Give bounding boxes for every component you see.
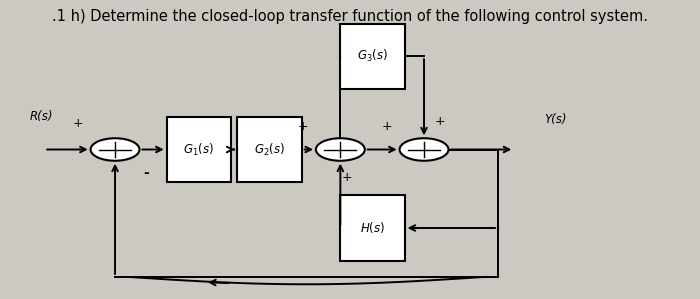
Text: +: +: [298, 120, 308, 133]
Text: $H(s)$: $H(s)$: [360, 220, 385, 236]
Text: Y(s): Y(s): [545, 113, 567, 126]
Text: $G_2(s)$: $G_2(s)$: [254, 141, 285, 158]
Text: +: +: [342, 170, 352, 184]
Text: $G_3(s)$: $G_3(s)$: [357, 48, 388, 64]
FancyBboxPatch shape: [340, 24, 405, 89]
FancyBboxPatch shape: [167, 117, 231, 182]
FancyBboxPatch shape: [340, 196, 405, 261]
Text: R(s): R(s): [29, 110, 52, 123]
Text: -: -: [143, 166, 149, 180]
Circle shape: [400, 138, 449, 161]
Circle shape: [90, 138, 139, 161]
Text: .1 h) Determine the closed-loop transfer function of the following control syste: .1 h) Determine the closed-loop transfer…: [52, 9, 648, 24]
Circle shape: [316, 138, 365, 161]
FancyBboxPatch shape: [237, 117, 302, 182]
Text: $G_1(s)$: $G_1(s)$: [183, 141, 214, 158]
Text: +: +: [435, 115, 445, 129]
Text: +: +: [382, 120, 392, 133]
Text: +: +: [72, 117, 83, 130]
